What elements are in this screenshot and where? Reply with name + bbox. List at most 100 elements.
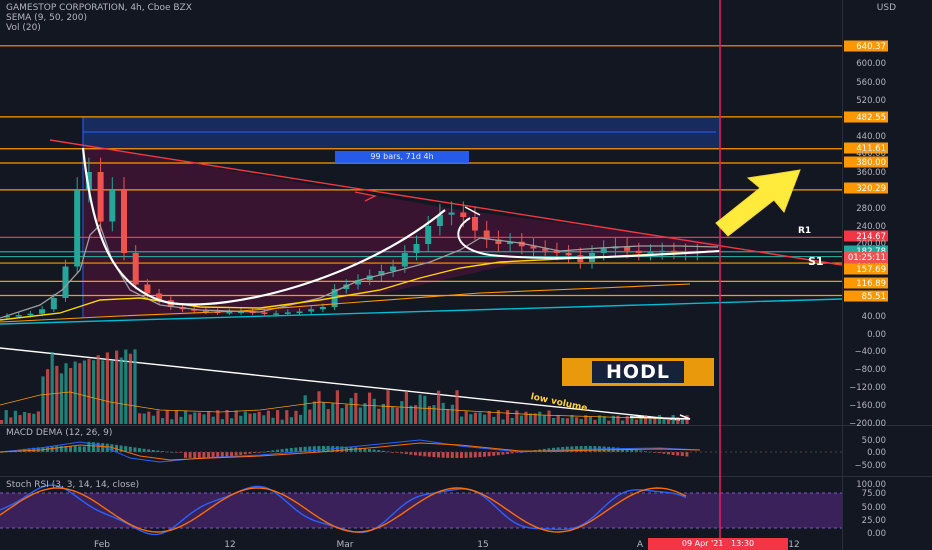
price-tag-box [844, 230, 888, 242]
price-tick-label: 600.00 [856, 59, 886, 69]
volume-bar [271, 417, 275, 424]
macd-bar [667, 452, 670, 455]
volume-bar [529, 413, 533, 424]
volume-bar [87, 358, 91, 424]
volume-bar [239, 415, 243, 424]
volume-bar [414, 405, 418, 424]
macd-bar [156, 450, 160, 452]
candle-body [635, 250, 642, 253]
currency-label[interactable]: USD [876, 3, 896, 13]
macd-bar [308, 446, 312, 452]
price-tick-label: 240.00 [856, 222, 886, 232]
macd-bar [64, 446, 68, 452]
candle-body [413, 244, 420, 253]
volume-bar [92, 360, 96, 424]
macd-bar [285, 448, 289, 452]
volume-bar [119, 357, 123, 424]
volume-bar [110, 360, 114, 424]
time-tick-label: 12 [788, 540, 799, 550]
ascending-support-line [0, 298, 843, 325]
price-tick-label: 0.00 [867, 330, 886, 340]
volume-bar [248, 413, 252, 424]
macd-bar [197, 452, 201, 458]
macd-bar [78, 446, 82, 452]
volume-bar [469, 414, 473, 424]
volume-bar [648, 418, 652, 424]
macd-bar [147, 449, 151, 452]
volume-bar [41, 376, 45, 424]
volume-bar [9, 417, 13, 424]
low-volume-arrow [629, 414, 691, 420]
price-tick-label: 157.69 [856, 265, 886, 275]
volume-legend[interactable]: Vol (20) [6, 23, 41, 33]
volume-bar [478, 412, 482, 424]
macd-bar [87, 441, 91, 452]
price-tick-label: 360.00 [856, 168, 886, 178]
macd-bar [207, 452, 210, 458]
candle-body [238, 311, 244, 313]
volume-bar [142, 413, 146, 424]
wedge-fill [83, 145, 720, 318]
macd-legend[interactable]: MACD DEMA (12, 26, 9) [6, 428, 113, 438]
volume-bar [13, 410, 17, 424]
volume-bar [280, 419, 284, 424]
volume-bar [519, 415, 523, 424]
volume-bar [644, 415, 648, 424]
volume-bar [78, 363, 82, 424]
volume-bar [289, 417, 293, 424]
macd-bar [317, 446, 321, 452]
candle-body [39, 309, 46, 314]
macd-line [0, 439, 701, 463]
volume-bar [400, 401, 404, 424]
volume-bar [207, 411, 211, 424]
candle-body [436, 214, 443, 226]
volume-bar [105, 352, 109, 424]
volume-bar [230, 418, 234, 424]
candle-body [647, 252, 654, 254]
candle-body [296, 311, 303, 313]
macd-tick-label: 0.00 [867, 448, 886, 458]
macd-bar [184, 452, 187, 458]
candle-body [483, 230, 490, 240]
macd-bar [450, 452, 454, 458]
volume-bar [501, 419, 505, 424]
macd-signal-line [0, 442, 701, 461]
volume-bar [386, 390, 390, 424]
volume-bar [506, 410, 510, 424]
price-tick-label: 116.89 [856, 279, 886, 289]
macd-bar [266, 451, 270, 452]
macd-bar [496, 452, 500, 456]
volume-bar [621, 420, 625, 424]
volume-bar [437, 390, 441, 424]
candle-body [378, 271, 385, 276]
volume-bar [607, 420, 611, 424]
volume-bar [575, 417, 579, 424]
volume-bar [391, 406, 395, 424]
sema-legend[interactable]: SEMA (9, 50, 200) [6, 13, 88, 23]
volume-bar [584, 415, 588, 424]
volume-bar [455, 390, 459, 424]
volume-bar [565, 418, 569, 424]
macd-bar [418, 452, 422, 456]
macd-bar [216, 452, 220, 458]
volume-bar [515, 410, 519, 424]
price-tag-box [844, 245, 888, 257]
cup-curve [81, 147, 446, 306]
candle-body [284, 312, 291, 314]
macd-bar [437, 452, 440, 458]
trend-arrow [354, 191, 377, 202]
macd-bar [657, 452, 661, 454]
price-tick-label: 411.61 [856, 144, 886, 154]
volume-bar [496, 410, 500, 424]
time-tick-label: Feb [94, 540, 110, 550]
symbol-legend[interactable]: GAMESTOP CORPORATION, 4h, Cboe BZX [6, 3, 192, 13]
candle-body [553, 250, 560, 253]
sema-9-line [0, 223, 719, 319]
stoch-legend[interactable]: Stoch RSI (3, 3, 14, 14, close) [6, 480, 140, 490]
volume-bar [538, 411, 542, 424]
volume-bar [473, 412, 477, 424]
volume-bar [349, 398, 353, 424]
macd-bar [676, 452, 680, 456]
stoch-tick-label: 25.00 [862, 516, 886, 526]
candle-body [401, 253, 408, 267]
